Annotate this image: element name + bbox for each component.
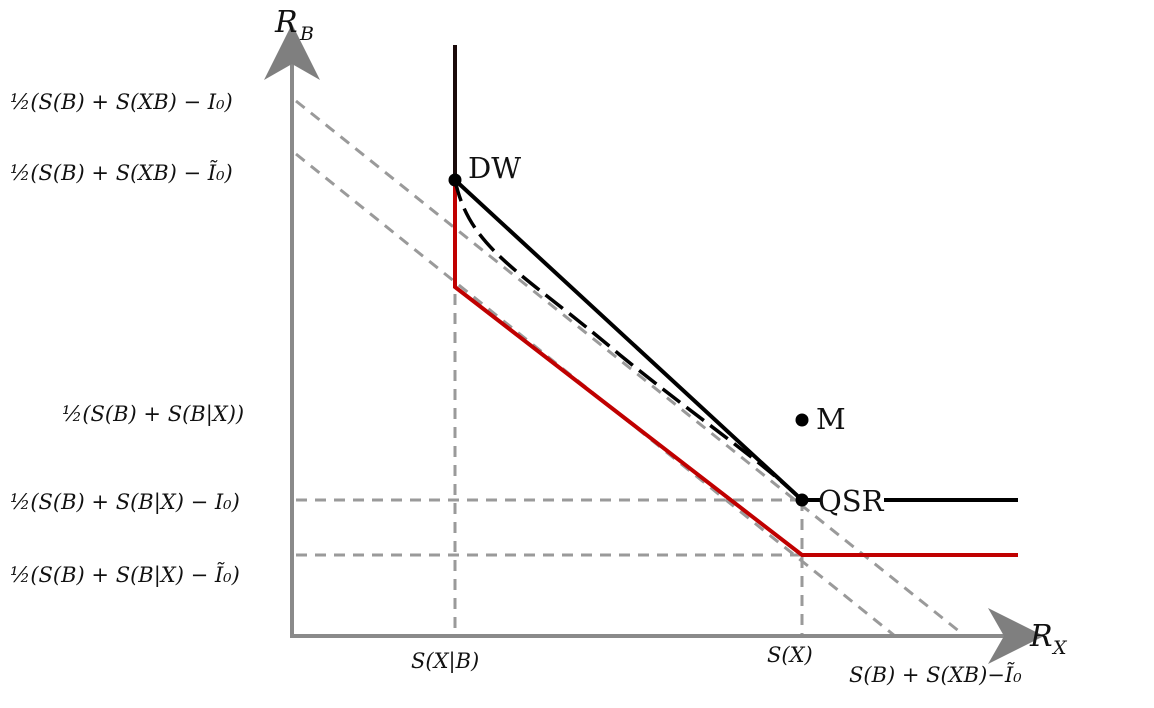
y-axis-label: R B <box>274 5 314 45</box>
y-axis-label-sub: B <box>299 23 314 45</box>
y-tick-label: ½(S(B) + S(B|X) − Ĩ₀) <box>10 563 240 588</box>
x-axis-label-sub: X <box>1051 637 1068 659</box>
y-tick-label: ½(S(B) + S(B|X)) <box>62 402 244 427</box>
black-solid-diagonal <box>453 178 804 502</box>
label-m: M <box>816 402 846 436</box>
x-tick-label: S(X) <box>767 643 813 667</box>
label-dw: DW <box>468 151 521 185</box>
x-axis-label-main: R <box>1029 619 1053 654</box>
label-qsr: QSR <box>818 484 885 518</box>
point-qsr <box>795 493 809 507</box>
diagonal-guide-i0 <box>295 99 966 638</box>
y-tick-label: ½(S(B) + S(XB) − Ĩ₀) <box>10 161 233 185</box>
y-tick-label: ½(S(B) + S(B|X) − I₀) <box>10 490 240 515</box>
red-region-boundary <box>453 180 1018 557</box>
point-dw <box>448 173 462 187</box>
point-m <box>795 413 809 427</box>
x-tick-label: S(X|B) <box>411 649 479 674</box>
y-axis-label-main: R <box>274 5 298 40</box>
x-tick-label: S(B) + S(XB)−Ĩ₀ <box>849 663 1022 687</box>
y-tick-labels: ½(S(B) + S(XB) − I₀) ½(S(B) + S(XB) − Ĩ₀… <box>10 90 244 588</box>
x-tick-labels: S(X|B) S(X) S(B) + S(XB)−Ĩ₀ <box>411 643 1022 687</box>
y-tick-label: ½(S(B) + S(XB) − I₀) <box>10 90 233 114</box>
black-dashed-curve <box>453 179 804 502</box>
axes <box>264 24 1044 664</box>
x-axis-label: R X <box>1029 619 1068 659</box>
